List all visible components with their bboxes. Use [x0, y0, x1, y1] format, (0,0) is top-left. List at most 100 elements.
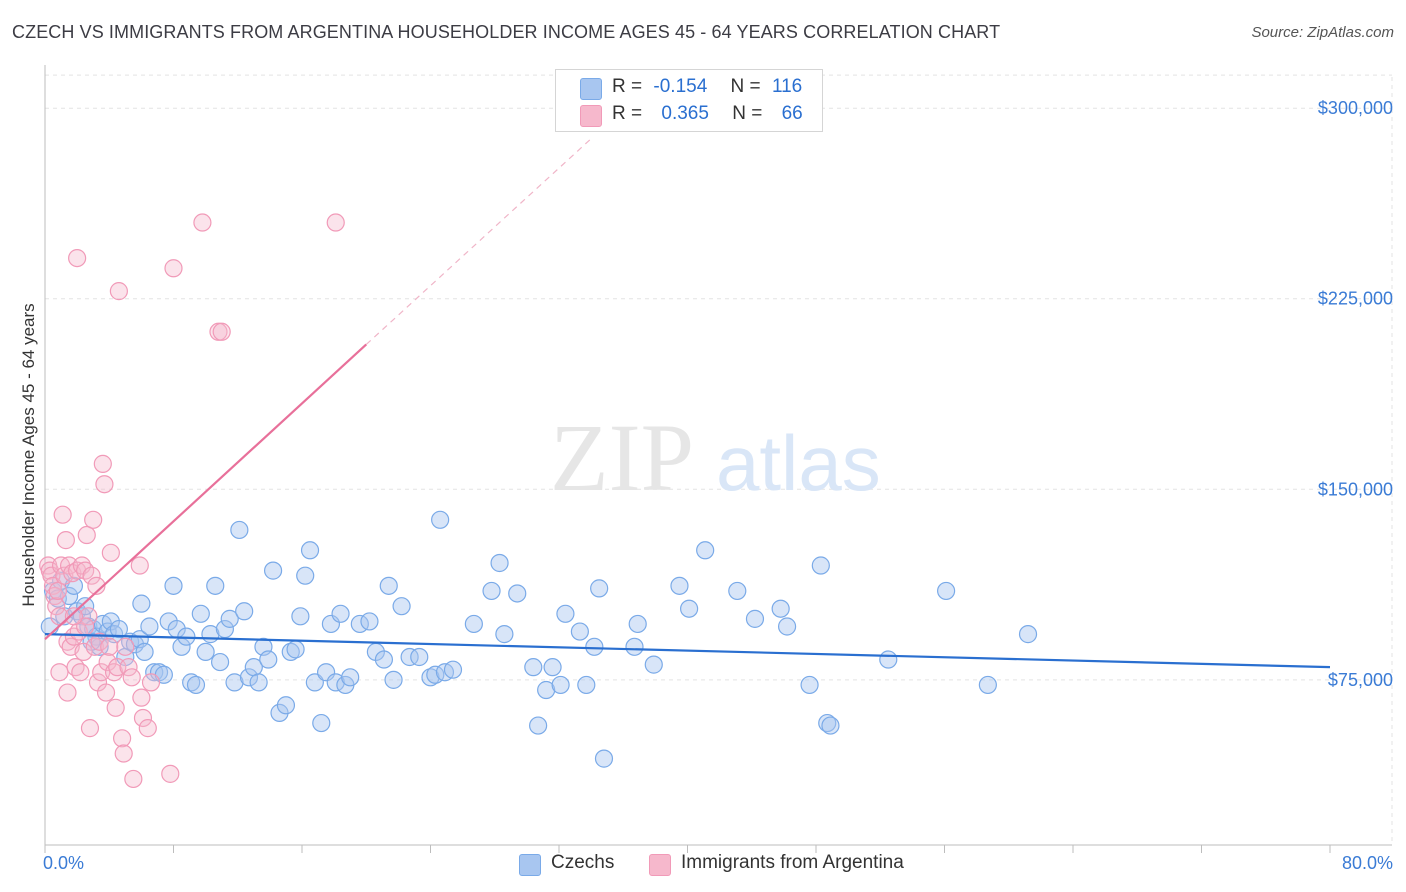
argentina-point — [101, 543, 120, 562]
czechs-point — [331, 604, 350, 623]
czechs-point — [777, 617, 797, 636]
argentina-point — [85, 637, 104, 656]
argentina-point — [98, 652, 117, 672]
argentina-point — [58, 683, 77, 702]
czechs-point — [811, 556, 830, 575]
data-points — [39, 213, 1038, 789]
y-tick-label: $225,000 — [1318, 289, 1393, 309]
czechs-point — [879, 650, 898, 669]
czechs-point — [745, 609, 765, 628]
czechs-point — [239, 668, 259, 687]
argentina-trend-extension — [365, 138, 592, 345]
argentina-point — [114, 744, 133, 763]
axes — [44, 65, 1392, 853]
czechs-point — [680, 599, 699, 618]
czechs-point — [109, 619, 128, 639]
czechs-point — [296, 566, 315, 585]
y-tick-label: $300,000 — [1318, 98, 1393, 118]
bottom-label-argentina: Immigrants from Argentina — [681, 852, 904, 873]
argentina-point — [64, 607, 84, 626]
argentina-point — [109, 282, 128, 301]
czechs-point — [978, 675, 997, 695]
czechs-point — [937, 581, 956, 601]
grid-lines — [45, 74, 1393, 845]
czechs-point — [182, 673, 201, 692]
source-label: Source: ZipAtlas.com — [1251, 24, 1394, 41]
czechs-point — [556, 604, 575, 623]
x-tick-label: 0.0% — [43, 853, 84, 873]
bottom-legend-czechs: Czechs — [519, 852, 615, 876]
bottom-legend-argentina: Immigrants from Argentina — [649, 852, 904, 876]
czechs-point — [524, 658, 543, 677]
bottom-swatch-argentina — [649, 854, 671, 876]
czechs-point — [495, 625, 514, 644]
legend-row-argentina: R = 0.365 N = 66 — [612, 101, 803, 127]
argentina-point — [132, 688, 151, 707]
czechs-point — [1018, 625, 1038, 644]
argentina-point — [104, 663, 124, 682]
czechs-point — [384, 670, 403, 689]
czechs-point — [537, 680, 556, 700]
czechs-point — [230, 520, 249, 540]
czechs-point — [400, 647, 419, 667]
tick-labels: $75,000 $150,000 $225,000 $300,000 0.0% 80.0% — [43, 98, 1393, 873]
czechs-point — [696, 541, 715, 560]
argentina-point — [130, 556, 149, 575]
czechs-point — [164, 576, 183, 595]
czechs-point — [206, 576, 225, 595]
bottom-swatch-czechs — [519, 854, 541, 876]
czechs-point — [431, 510, 450, 529]
argentina-point — [96, 683, 116, 702]
czechs-point — [570, 622, 589, 641]
argentina-point — [47, 597, 66, 616]
czechs-point — [59, 586, 79, 606]
czechs-point — [490, 553, 509, 573]
czechs-point — [341, 668, 360, 687]
argentina-point — [100, 637, 119, 656]
legend-r-label: R = — [612, 103, 643, 124]
czechs-point — [191, 604, 210, 623]
czechs-point — [625, 637, 644, 656]
argentina-point — [326, 213, 345, 232]
argentina-point — [141, 673, 161, 692]
bottom-label-czechs: Czechs — [551, 852, 615, 873]
argentina-point — [56, 531, 75, 550]
czechs-point — [800, 675, 819, 695]
czechs-point — [140, 617, 159, 636]
x-tick-label: 80.0% — [1342, 853, 1393, 873]
czechs-point — [551, 675, 570, 695]
argentina-point — [106, 698, 125, 717]
czechs-point — [421, 668, 440, 687]
legend-n-label: N = — [732, 103, 763, 124]
argentina-trend-line — [44, 343, 367, 641]
argentina-point — [87, 576, 106, 595]
argentina-point — [116, 637, 135, 656]
argentina-point — [95, 475, 114, 494]
czechs-point — [132, 594, 151, 613]
argentina-point — [53, 505, 72, 524]
czechs-point — [305, 673, 324, 692]
czechs-point — [270, 703, 289, 722]
chart-title: CZECH VS IMMIGRANTS FROM ARGENTINA HOUSE… — [12, 22, 1001, 42]
argentina-point — [71, 663, 90, 682]
czechs-point — [210, 652, 230, 672]
czechs-point — [276, 696, 296, 715]
argentina-point — [92, 663, 111, 682]
czechs-point — [577, 675, 596, 695]
argentina-point — [93, 454, 112, 473]
legend-row-czechs: R = -0.154 N = 116 — [612, 74, 802, 100]
argentina-point — [122, 668, 141, 687]
argentina-point — [161, 764, 180, 783]
czechs-point — [585, 637, 604, 656]
argentina-point — [79, 607, 98, 626]
argentina-point — [212, 322, 231, 341]
czechs-point — [259, 650, 278, 669]
legend-swatch-argentina — [580, 105, 602, 127]
legend-r-value: -0.154 — [653, 76, 708, 97]
argentina-point — [90, 632, 109, 651]
y-tick-label: $75,000 — [1328, 670, 1393, 690]
argentina-point — [48, 581, 67, 601]
czechs-point — [482, 581, 501, 601]
argentina-point — [164, 259, 183, 278]
